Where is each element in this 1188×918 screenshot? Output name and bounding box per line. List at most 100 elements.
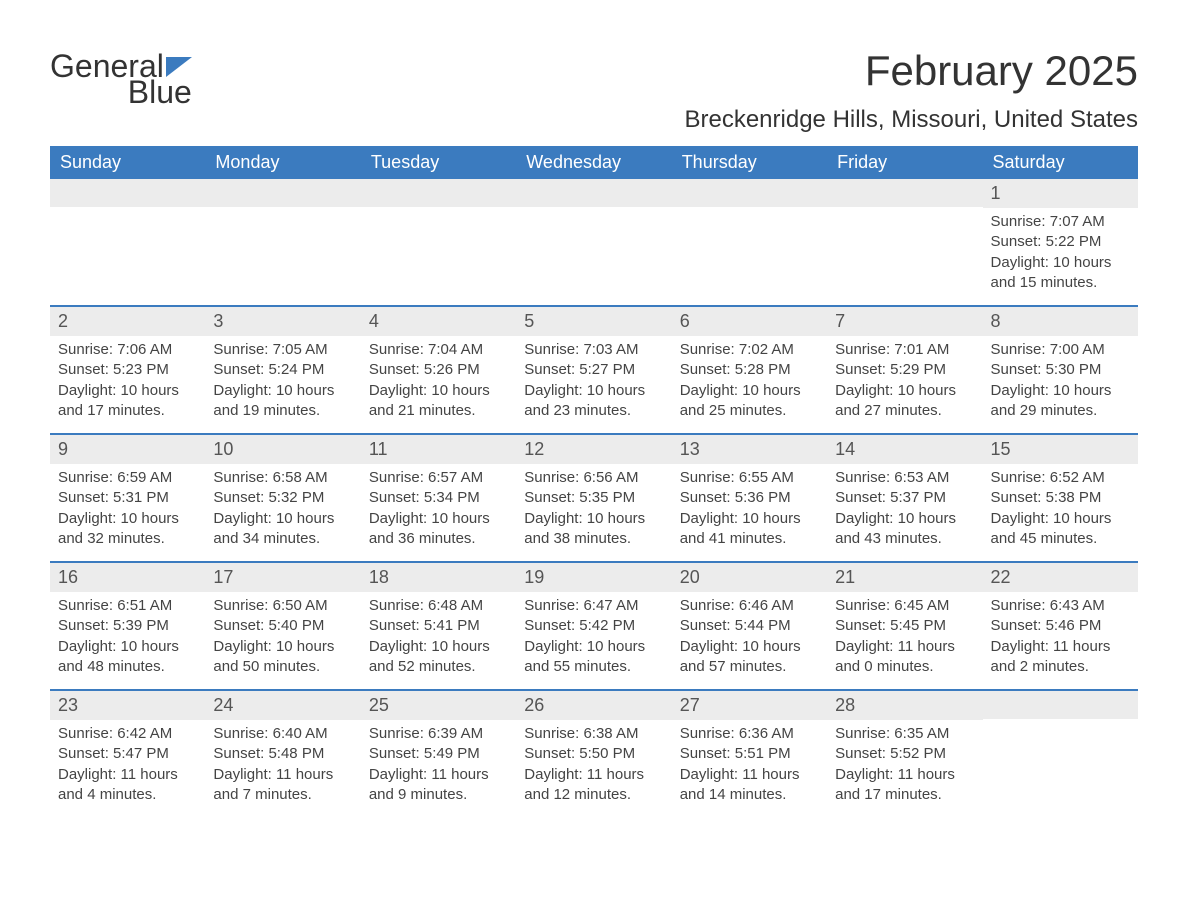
daylight-text: Daylight: 11 hours and 7 minutes.	[213, 765, 352, 806]
calendar-cell: 13Sunrise: 6:55 AMSunset: 5:36 PMDayligh…	[672, 435, 827, 561]
day-header: Wednesday	[516, 146, 671, 179]
day-header: Monday	[205, 146, 360, 179]
day-number: 12	[516, 435, 671, 464]
cell-body: Sunrise: 6:38 AMSunset: 5:50 PMDaylight:…	[516, 720, 671, 813]
daylight-text: Daylight: 11 hours and 0 minutes.	[835, 637, 974, 678]
calendar-cell: 4Sunrise: 7:04 AMSunset: 5:26 PMDaylight…	[361, 307, 516, 433]
cell-body: Sunrise: 6:36 AMSunset: 5:51 PMDaylight:…	[672, 720, 827, 813]
sunset-text: Sunset: 5:29 PM	[835, 360, 974, 380]
calendar-cell: 8Sunrise: 7:00 AMSunset: 5:30 PMDaylight…	[983, 307, 1138, 433]
cell-body: Sunrise: 6:52 AMSunset: 5:38 PMDaylight:…	[983, 464, 1138, 557]
sunrise-text: Sunrise: 6:52 AM	[991, 468, 1130, 488]
calendar-cell: 27Sunrise: 6:36 AMSunset: 5:51 PMDayligh…	[672, 691, 827, 817]
sunrise-text: Sunrise: 7:00 AM	[991, 340, 1130, 360]
calendar-cell	[50, 179, 205, 305]
sunrise-text: Sunrise: 6:46 AM	[680, 596, 819, 616]
calendar-cell: 1Sunrise: 7:07 AMSunset: 5:22 PMDaylight…	[983, 179, 1138, 305]
day-number	[361, 179, 516, 207]
week-row: 9Sunrise: 6:59 AMSunset: 5:31 PMDaylight…	[50, 433, 1138, 561]
calendar-cell: 10Sunrise: 6:58 AMSunset: 5:32 PMDayligh…	[205, 435, 360, 561]
calendar-cell: 12Sunrise: 6:56 AMSunset: 5:35 PMDayligh…	[516, 435, 671, 561]
sunrise-text: Sunrise: 6:45 AM	[835, 596, 974, 616]
sunrise-text: Sunrise: 6:35 AM	[835, 724, 974, 744]
daylight-text: Daylight: 10 hours and 17 minutes.	[58, 381, 197, 422]
day-header: Sunday	[50, 146, 205, 179]
sunrise-text: Sunrise: 6:40 AM	[213, 724, 352, 744]
cell-body: Sunrise: 6:40 AMSunset: 5:48 PMDaylight:…	[205, 720, 360, 813]
month-title: February 2025	[684, 50, 1138, 92]
daylight-text: Daylight: 10 hours and 38 minutes.	[524, 509, 663, 550]
daylight-text: Daylight: 11 hours and 2 minutes.	[991, 637, 1130, 678]
sunset-text: Sunset: 5:36 PM	[680, 488, 819, 508]
day-number: 22	[983, 563, 1138, 592]
sunrise-text: Sunrise: 6:48 AM	[369, 596, 508, 616]
daylight-text: Daylight: 10 hours and 45 minutes.	[991, 509, 1130, 550]
day-number: 14	[827, 435, 982, 464]
sunset-text: Sunset: 5:23 PM	[58, 360, 197, 380]
cell-body: Sunrise: 6:46 AMSunset: 5:44 PMDaylight:…	[672, 592, 827, 685]
day-number: 27	[672, 691, 827, 720]
sunrise-text: Sunrise: 6:38 AM	[524, 724, 663, 744]
logo-text: General Blue	[50, 50, 192, 108]
calendar-cell	[361, 179, 516, 305]
daylight-text: Daylight: 11 hours and 17 minutes.	[835, 765, 974, 806]
cell-body: Sunrise: 6:45 AMSunset: 5:45 PMDaylight:…	[827, 592, 982, 685]
cell-body: Sunrise: 6:51 AMSunset: 5:39 PMDaylight:…	[50, 592, 205, 685]
sunrise-text: Sunrise: 7:06 AM	[58, 340, 197, 360]
daylight-text: Daylight: 10 hours and 52 minutes.	[369, 637, 508, 678]
sunrise-text: Sunrise: 7:02 AM	[680, 340, 819, 360]
logo: General Blue	[50, 50, 192, 108]
day-number: 11	[361, 435, 516, 464]
daylight-text: Daylight: 10 hours and 25 minutes.	[680, 381, 819, 422]
title-block: February 2025 Breckenridge Hills, Missou…	[684, 50, 1138, 134]
calendar-cell: 5Sunrise: 7:03 AMSunset: 5:27 PMDaylight…	[516, 307, 671, 433]
calendar-cell: 19Sunrise: 6:47 AMSunset: 5:42 PMDayligh…	[516, 563, 671, 689]
sunset-text: Sunset: 5:35 PM	[524, 488, 663, 508]
sunset-text: Sunset: 5:51 PM	[680, 744, 819, 764]
calendar-cell: 7Sunrise: 7:01 AMSunset: 5:29 PMDaylight…	[827, 307, 982, 433]
cell-body: Sunrise: 7:07 AMSunset: 5:22 PMDaylight:…	[983, 208, 1138, 301]
day-header: Thursday	[672, 146, 827, 179]
day-number: 5	[516, 307, 671, 336]
daylight-text: Daylight: 10 hours and 32 minutes.	[58, 509, 197, 550]
weeks-container: 1Sunrise: 7:07 AMSunset: 5:22 PMDaylight…	[50, 179, 1138, 817]
daylight-text: Daylight: 10 hours and 19 minutes.	[213, 381, 352, 422]
week-row: 2Sunrise: 7:06 AMSunset: 5:23 PMDaylight…	[50, 305, 1138, 433]
day-number: 18	[361, 563, 516, 592]
cell-body: Sunrise: 7:01 AMSunset: 5:29 PMDaylight:…	[827, 336, 982, 429]
sunrise-text: Sunrise: 6:55 AM	[680, 468, 819, 488]
calendar-cell: 26Sunrise: 6:38 AMSunset: 5:50 PMDayligh…	[516, 691, 671, 817]
day-number: 19	[516, 563, 671, 592]
calendar-cell: 16Sunrise: 6:51 AMSunset: 5:39 PMDayligh…	[50, 563, 205, 689]
sunset-text: Sunset: 5:32 PM	[213, 488, 352, 508]
cell-body: Sunrise: 6:50 AMSunset: 5:40 PMDaylight:…	[205, 592, 360, 685]
sunset-text: Sunset: 5:37 PM	[835, 488, 974, 508]
daylight-text: Daylight: 10 hours and 23 minutes.	[524, 381, 663, 422]
location: Breckenridge Hills, Missouri, United Sta…	[684, 106, 1138, 134]
daylight-text: Daylight: 11 hours and 4 minutes.	[58, 765, 197, 806]
day-number: 15	[983, 435, 1138, 464]
calendar-cell: 28Sunrise: 6:35 AMSunset: 5:52 PMDayligh…	[827, 691, 982, 817]
day-header: Friday	[827, 146, 982, 179]
day-number: 8	[983, 307, 1138, 336]
day-number	[50, 179, 205, 207]
calendar-cell: 2Sunrise: 7:06 AMSunset: 5:23 PMDaylight…	[50, 307, 205, 433]
day-number: 4	[361, 307, 516, 336]
sunset-text: Sunset: 5:27 PM	[524, 360, 663, 380]
day-number: 21	[827, 563, 982, 592]
daylight-text: Daylight: 10 hours and 48 minutes.	[58, 637, 197, 678]
calendar-cell	[516, 179, 671, 305]
calendar-cell	[983, 691, 1138, 817]
sunset-text: Sunset: 5:44 PM	[680, 616, 819, 636]
calendar-cell: 9Sunrise: 6:59 AMSunset: 5:31 PMDaylight…	[50, 435, 205, 561]
week-row: 1Sunrise: 7:07 AMSunset: 5:22 PMDaylight…	[50, 179, 1138, 305]
day-number: 16	[50, 563, 205, 592]
cell-body: Sunrise: 6:59 AMSunset: 5:31 PMDaylight:…	[50, 464, 205, 557]
calendar: Sunday Monday Tuesday Wednesday Thursday…	[50, 146, 1138, 817]
day-header: Tuesday	[361, 146, 516, 179]
calendar-cell: 6Sunrise: 7:02 AMSunset: 5:28 PMDaylight…	[672, 307, 827, 433]
daylight-text: Daylight: 11 hours and 14 minutes.	[680, 765, 819, 806]
day-number: 10	[205, 435, 360, 464]
day-number	[827, 179, 982, 207]
week-row: 23Sunrise: 6:42 AMSunset: 5:47 PMDayligh…	[50, 689, 1138, 817]
